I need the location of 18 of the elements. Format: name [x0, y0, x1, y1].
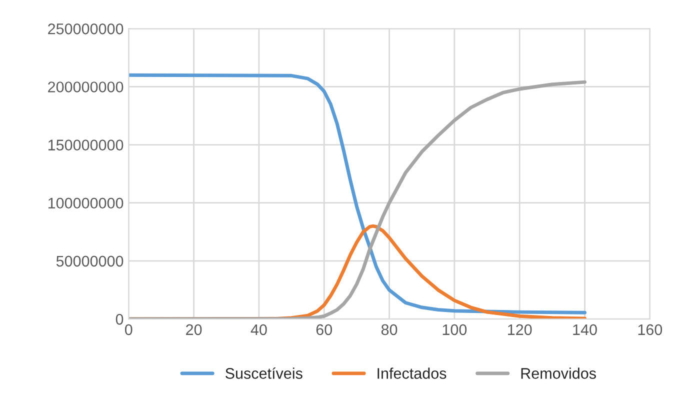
legend-label: Infectados	[378, 368, 446, 379]
x-tick-label: 60	[316, 324, 332, 336]
y-tick-label: 0	[116, 314, 124, 325]
legend-label: Removidos	[521, 368, 596, 379]
y-tick-label: 50000000	[56, 256, 124, 267]
y-tick-label: 100000000	[48, 198, 124, 209]
x-tick-label: 100	[442, 324, 467, 336]
x-tick-label: 160	[638, 324, 662, 336]
legend-label: Suscetíveis	[226, 367, 302, 379]
y-tick-label: 200000000	[48, 82, 124, 92]
x-tick-label: 20	[186, 324, 202, 336]
x-tick-label: 80	[381, 324, 398, 336]
y-tick-label: 250000000	[48, 24, 124, 34]
x-tick-label: 120	[508, 324, 532, 336]
x-tick-label: 0	[124, 324, 132, 336]
x-tick-label: 40	[250, 324, 267, 336]
x-tick-label: 140	[573, 324, 597, 336]
y-tick-label: 150000000	[48, 140, 124, 150]
